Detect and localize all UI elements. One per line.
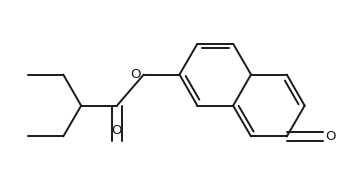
Text: O: O [325, 130, 336, 143]
Text: O: O [112, 124, 122, 137]
Text: O: O [130, 68, 141, 81]
